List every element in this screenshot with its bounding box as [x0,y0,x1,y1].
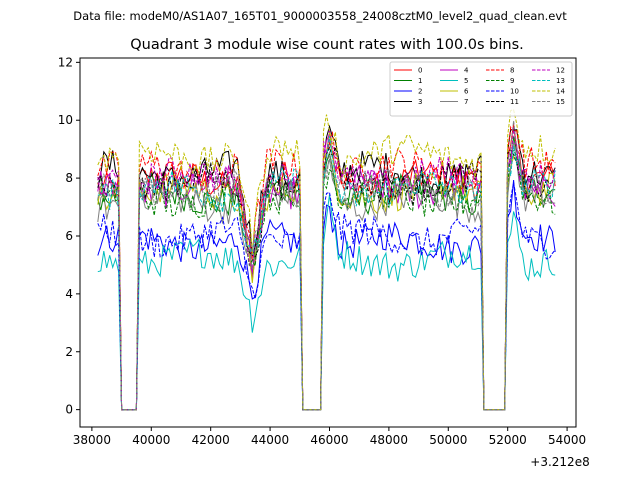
series-line-10 [97,182,556,411]
series-line-13 [97,136,556,411]
series-line-7 [97,140,556,411]
x-tick-label: 52000 [489,433,527,447]
y-tick-label: 2 [65,345,73,359]
y-axis-ticks: 0 2 4 6 8 10 12 [58,55,80,417]
y-tick-label: 6 [65,229,73,243]
legend-label-5: 5 [464,77,468,85]
legend-label-2: 2 [418,88,422,96]
legend-label-4: 4 [464,67,469,75]
series-line-6 [97,132,556,411]
legend-label-9: 9 [510,77,514,85]
x-tick-label: 42000 [192,433,230,447]
legend-label-12: 12 [556,67,565,75]
legend-label-3: 3 [418,98,422,106]
y-tick-label: 12 [58,55,73,69]
series-line-14 [97,109,556,411]
series-line-2 [97,180,556,411]
legend-label-1: 1 [418,77,422,85]
x-tick-label: 46000 [310,433,348,447]
data-file-label: Data file: modeM0/AS1A07_165T01_90000035… [73,9,567,23]
x-tick-label: 44000 [251,433,289,447]
x-tick-label: 54000 [548,433,586,447]
legend-box [389,61,573,117]
y-tick-label: 0 [65,403,73,417]
series-line-5 [97,194,556,411]
x-tick-label: 50000 [429,433,467,447]
x-tick-label: 48000 [370,433,408,447]
legend-label-7: 7 [464,98,468,106]
x-offset-label: +3.212e8 [530,455,589,469]
y-tick-label: 4 [65,287,73,301]
legend-label-6: 6 [464,88,469,96]
legend-label-13: 13 [556,77,565,85]
plot-lines [97,109,556,411]
legend-label-0: 0 [418,67,422,75]
x-axis-ticks: 38000 40000 42000 44000 46000 48000 50000 52000… [73,427,586,447]
legend-label-10: 10 [510,88,519,96]
chart-title: Quadrant 3 module wise count rates with … [130,37,524,53]
legend-label-11: 11 [510,98,519,106]
legend-label-15: 15 [556,98,565,106]
y-tick-label: 8 [65,171,73,185]
series-line-3 [97,124,556,411]
axes-frame [79,57,577,428]
y-tick-label: 10 [58,113,73,127]
legend-label-14: 14 [556,88,565,96]
legend-label-8: 8 [510,67,514,75]
series-line-9 [97,149,556,411]
x-tick-label: 40000 [132,433,170,447]
series-line-15 [97,120,556,411]
x-tick-label: 38000 [73,433,111,447]
